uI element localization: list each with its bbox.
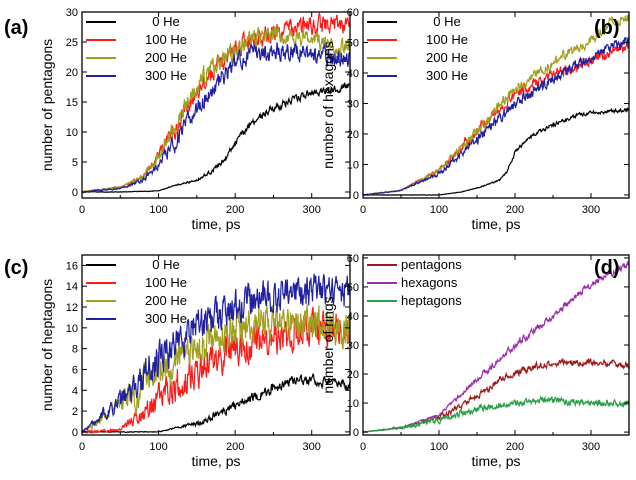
legend-label: hexagons xyxy=(401,275,458,290)
panel-letter: (b) xyxy=(594,17,620,39)
x-tick-label: 100 xyxy=(430,204,448,216)
x-tick-label: 300 xyxy=(582,204,600,216)
y-tick-label: 10 xyxy=(347,159,359,171)
y-tick-label: 40 xyxy=(347,311,359,323)
y-axis-title: number of pentagons xyxy=(39,39,55,171)
legend-label: 200 He xyxy=(426,50,468,65)
y-tick-label: 10 xyxy=(66,127,78,139)
x-tick-label: 100 xyxy=(430,441,448,453)
legend-label: 300 He xyxy=(145,311,187,326)
y-tick-label: 20 xyxy=(347,369,359,381)
series-line-200-he xyxy=(82,26,350,193)
y-tick-label: 20 xyxy=(66,67,78,79)
plot-frame xyxy=(81,254,351,436)
legend-label: 300 He xyxy=(145,68,187,83)
x-tick-label: 0 xyxy=(360,441,366,453)
x-tick-label: 100 xyxy=(149,204,167,216)
legend-label: 0 He xyxy=(152,14,179,29)
legend-label: 100 He xyxy=(426,32,468,47)
x-tick-label: 300 xyxy=(582,441,600,453)
x-tick-label: 300 xyxy=(303,441,321,453)
series-line-heptagons xyxy=(363,395,629,433)
legend-label: pentagons xyxy=(401,257,462,272)
y-tick-label: 12 xyxy=(66,302,78,314)
series-line-100-he xyxy=(363,41,629,196)
legend-label: 200 He xyxy=(145,50,187,65)
y-tick-label: 40 xyxy=(347,68,359,80)
y-tick-label: 4 xyxy=(72,385,78,397)
panel-letter: (a) xyxy=(4,17,28,39)
series-line-300-he xyxy=(82,273,350,433)
panel-letter: (c) xyxy=(4,257,28,279)
series-line-0-he xyxy=(82,82,350,193)
y-tick-label: 30 xyxy=(66,7,78,19)
x-tick-label: 200 xyxy=(506,204,524,216)
x-tick-label: 0 xyxy=(360,204,366,216)
x-axis-title: time, ps xyxy=(471,216,520,232)
panel-d: 0 100 200 300 0 10 20 30 40 50 60 time, ps number of… xyxy=(320,253,630,469)
y-tick-label: 25 xyxy=(66,37,78,49)
x-tick-label: 200 xyxy=(226,204,244,216)
y-tick-label: 14 xyxy=(66,281,78,293)
panel-letter: (d) xyxy=(594,257,620,279)
y-tick-label: 30 xyxy=(347,340,359,352)
y-tick-label: 0 xyxy=(353,190,359,202)
x-tick-label: 300 xyxy=(303,204,321,216)
y-tick-label: 10 xyxy=(347,398,359,410)
y-tick-label: 8 xyxy=(72,344,78,356)
panel-a: 0 100 200 300 0 5 10 15 20 25 30 time, ps number of … xyxy=(4,7,351,232)
legend-label: 0 He xyxy=(433,14,460,29)
panel-c: 0 100 200 300 0 2 4 6 8 10 12 14 16 time, ps number of… xyxy=(4,254,351,469)
series-line-hexagons xyxy=(363,261,629,433)
panel-b: 0 100 200 300 0 10 20 30 40 50 60 time, ps number of… xyxy=(320,7,630,232)
series-line-0-he xyxy=(82,372,350,434)
plot-frame xyxy=(81,11,351,199)
x-axis-title: time, ps xyxy=(471,453,520,469)
y-axis-title: number of hexagons xyxy=(320,41,336,169)
x-tick-label: 0 xyxy=(79,204,85,216)
x-tick-label: 100 xyxy=(149,441,167,453)
y-axis-title: number of heptagons xyxy=(39,279,55,411)
series-line-300-he xyxy=(363,36,629,196)
series-line-300-he xyxy=(82,42,350,194)
y-tick-label: 0 xyxy=(353,427,359,439)
y-tick-label: 20 xyxy=(347,129,359,141)
plot-frame xyxy=(362,11,630,199)
x-tick-label: 200 xyxy=(506,441,524,453)
y-tick-label: 50 xyxy=(347,37,359,49)
y-tick-label: 5 xyxy=(72,157,78,169)
y-tick-label: 0 xyxy=(72,427,78,439)
legend-label: 0 He xyxy=(152,257,179,272)
x-tick-label: 0 xyxy=(79,441,85,453)
y-tick-label: 10 xyxy=(66,323,78,335)
series-line-200-he xyxy=(82,304,350,433)
y-tick-label: 60 xyxy=(347,253,359,265)
legend-label: 100 He xyxy=(145,275,187,290)
legend-label: 200 He xyxy=(145,293,187,308)
legend-label: 300 He xyxy=(426,68,468,83)
x-axis-title: time, ps xyxy=(191,453,240,469)
y-tick-label: 50 xyxy=(347,282,359,294)
series-line-pentagons xyxy=(363,357,629,433)
x-tick-label: 200 xyxy=(226,441,244,453)
series-line-0-he xyxy=(363,107,629,196)
legend-label: 100 He xyxy=(145,32,187,47)
y-tick-label: 2 xyxy=(72,406,78,418)
y-axis-title: number of rings xyxy=(320,296,336,393)
legend-label: heptagons xyxy=(401,293,462,308)
y-tick-label: 60 xyxy=(347,7,359,19)
y-tick-label: 16 xyxy=(66,260,78,272)
y-tick-label: 6 xyxy=(72,364,78,376)
x-axis-title: time, ps xyxy=(191,216,240,232)
y-tick-label: 15 xyxy=(66,97,78,109)
y-tick-label: 0 xyxy=(72,187,78,199)
series-line-200-he xyxy=(363,14,629,196)
y-tick-label: 30 xyxy=(347,98,359,110)
